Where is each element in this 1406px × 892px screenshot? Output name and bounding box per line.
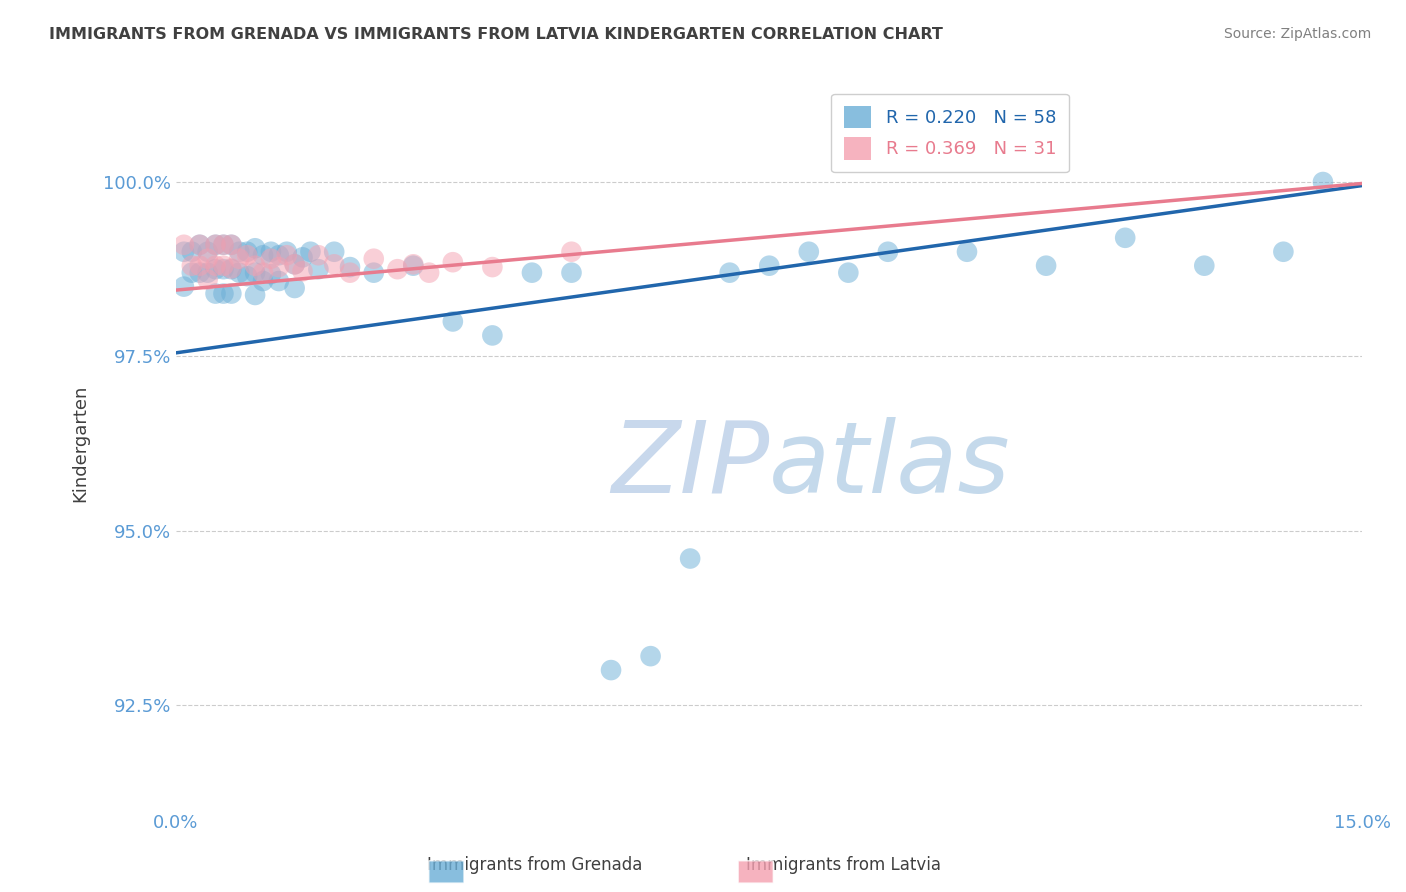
Point [212, 259, 235, 273]
Point [1312, 175, 1334, 189]
Point [441, 255, 464, 269]
Point [387, 262, 409, 277]
Text: ZIP: ZIP [612, 417, 769, 514]
Point [276, 244, 298, 259]
Point [1114, 231, 1136, 245]
Point [956, 244, 979, 259]
Point [180, 266, 202, 280]
Point [228, 252, 250, 266]
Point [236, 244, 259, 259]
Point [260, 267, 283, 281]
Point [243, 241, 266, 255]
Point [1272, 244, 1295, 259]
Point [173, 244, 195, 259]
Point [188, 237, 211, 252]
Point [837, 266, 859, 280]
Point [758, 259, 780, 273]
Point [291, 264, 314, 278]
Point [221, 237, 243, 252]
Point [221, 237, 243, 252]
Point [307, 248, 329, 262]
Point [402, 257, 425, 271]
Point [197, 252, 219, 266]
Point [243, 266, 266, 280]
Point [252, 274, 274, 288]
Text: Source: ZipAtlas.com: Source: ZipAtlas.com [1223, 27, 1371, 41]
Point [197, 272, 219, 286]
Point [560, 266, 582, 280]
Point [299, 244, 322, 259]
Point [260, 244, 283, 259]
Point [276, 248, 298, 262]
Point [797, 244, 820, 259]
Point [204, 237, 226, 252]
Point [718, 266, 741, 280]
Point [418, 266, 440, 280]
Point [363, 266, 385, 280]
Point [323, 244, 346, 259]
Point [173, 237, 195, 252]
Text: atlas: atlas [769, 417, 1011, 514]
Legend: R = 0.220   N = 58, R = 0.369   N = 31: R = 0.220 N = 58, R = 0.369 N = 31 [831, 94, 1069, 172]
Point [560, 244, 582, 259]
Point [877, 244, 900, 259]
Point [180, 259, 202, 273]
Point [212, 237, 235, 252]
Point [307, 262, 329, 277]
Point [228, 244, 250, 259]
Point [204, 262, 226, 277]
Point [188, 259, 211, 273]
Point [204, 259, 226, 273]
Point [212, 262, 235, 277]
Point [284, 281, 307, 295]
Text: Immigrants from Grenada: Immigrants from Grenada [426, 856, 643, 874]
Point [228, 266, 250, 280]
Point [221, 262, 243, 277]
Point [291, 250, 314, 264]
Point [284, 257, 307, 271]
Point [481, 328, 503, 343]
Point [236, 269, 259, 284]
Point [600, 663, 623, 677]
Point [267, 248, 290, 262]
Point [197, 244, 219, 259]
Point [1035, 259, 1057, 273]
Point [679, 551, 702, 566]
Point [339, 266, 361, 280]
Point [363, 252, 385, 266]
Point [204, 237, 226, 252]
Point [197, 266, 219, 280]
Point [267, 260, 290, 274]
Point [212, 237, 235, 252]
Point [188, 266, 211, 280]
Text: IMMIGRANTS FROM GRENADA VS IMMIGRANTS FROM LATVIA KINDERGARTEN CORRELATION CHART: IMMIGRANTS FROM GRENADA VS IMMIGRANTS FR… [49, 27, 943, 42]
Point [402, 259, 425, 273]
Text: Immigrants from Latvia: Immigrants from Latvia [747, 856, 941, 874]
Point [339, 260, 361, 274]
Point [481, 260, 503, 274]
Point [252, 248, 274, 262]
Point [640, 649, 662, 664]
Point [243, 288, 266, 302]
Point [267, 274, 290, 288]
Point [180, 244, 202, 259]
Point [243, 259, 266, 273]
Point [520, 266, 543, 280]
Point [252, 266, 274, 280]
Point [441, 314, 464, 328]
Point [221, 286, 243, 301]
Point [204, 286, 226, 301]
Y-axis label: Kindergarten: Kindergarten [72, 384, 89, 502]
Point [284, 257, 307, 271]
Point [188, 237, 211, 252]
Point [221, 261, 243, 276]
Point [260, 252, 283, 266]
Point [212, 286, 235, 301]
Point [323, 257, 346, 271]
Point [173, 279, 195, 293]
Point [1194, 259, 1216, 273]
Point [236, 248, 259, 262]
